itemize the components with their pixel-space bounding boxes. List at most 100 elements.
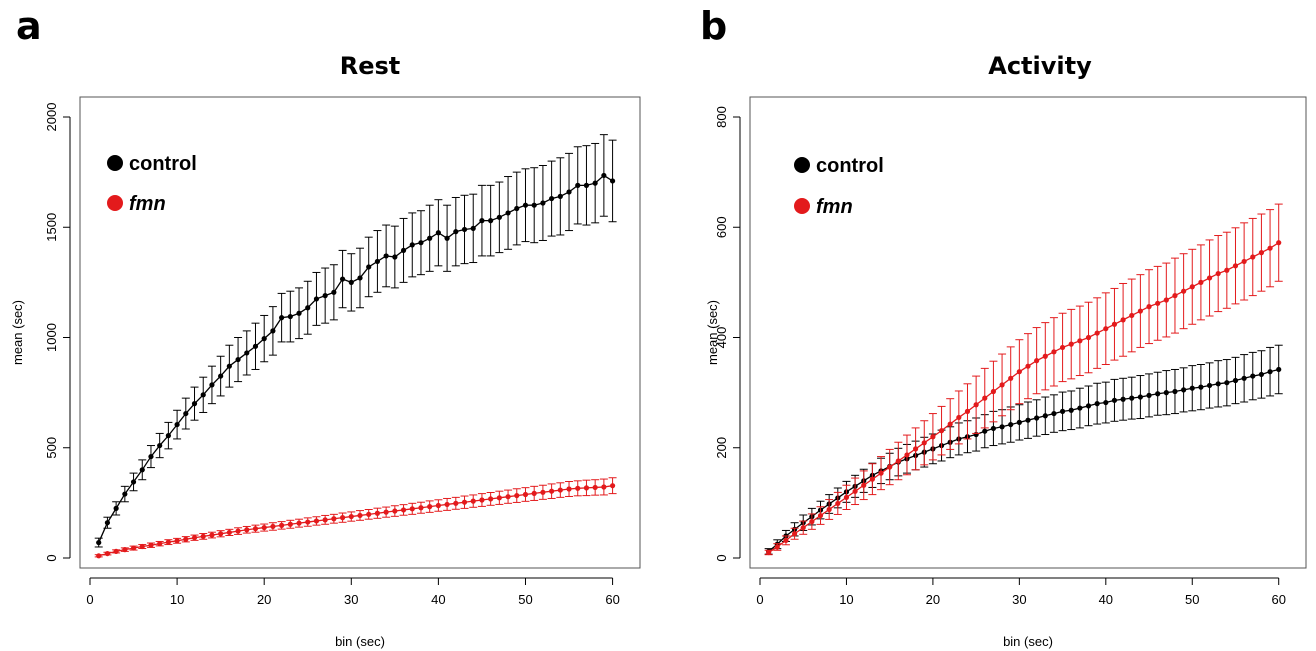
data-point (1215, 381, 1221, 387)
data-point (1155, 391, 1161, 397)
data-point (1077, 405, 1083, 411)
legend-label-control: control (816, 155, 884, 177)
plot-frame (749, 96, 1307, 569)
data-point (1146, 392, 1152, 398)
data-point (791, 531, 798, 537)
x-tick-label: 50 (518, 592, 532, 607)
data-point (244, 527, 250, 533)
y-tick-label: 0 (714, 554, 729, 561)
x-tick-label: 60 (1271, 592, 1285, 607)
data-point (496, 495, 502, 501)
data-point (366, 264, 372, 270)
data-point (305, 305, 311, 311)
data-point (947, 421, 953, 427)
data-point (252, 526, 259, 532)
data-point (409, 506, 415, 512)
legend-marker-fmn (107, 195, 123, 211)
data-point (339, 515, 346, 521)
data-point (843, 494, 850, 500)
data-point (488, 218, 494, 224)
data-point (279, 522, 285, 528)
data-point (244, 350, 250, 356)
panel-letter-b: b (700, 4, 728, 48)
data-point (226, 529, 232, 536)
data-point (470, 498, 476, 504)
data-point (113, 505, 119, 511)
data-point (191, 401, 198, 407)
x-tick-label: 60 (605, 592, 619, 607)
data-point (1250, 254, 1256, 260)
data-point (1025, 417, 1031, 423)
data-point (104, 520, 111, 526)
data-point (1146, 304, 1152, 310)
data-point (331, 289, 337, 295)
data-point (1103, 326, 1109, 332)
data-point (1258, 250, 1265, 256)
y-tick-label: 200 (714, 437, 729, 459)
data-point (1224, 380, 1230, 386)
data-point (921, 440, 927, 446)
data-point (348, 279, 354, 285)
legend-marker-control (107, 155, 123, 171)
data-point (540, 200, 546, 206)
x-tick-label: 40 (431, 592, 445, 607)
data-point (1258, 371, 1265, 378)
data-point (383, 509, 389, 515)
data-point (296, 520, 302, 526)
data-point (1068, 341, 1074, 347)
data-point (1137, 308, 1143, 314)
data-point (96, 553, 102, 559)
data-point (191, 535, 198, 541)
data-point (1042, 413, 1048, 419)
legend-label-fmn: fmn (816, 196, 853, 218)
x-tick-label: 20 (257, 592, 271, 607)
data-point (157, 541, 163, 547)
data-point (1016, 419, 1022, 425)
legend: control fmn (794, 155, 884, 218)
data-point (488, 496, 494, 502)
data-point (383, 253, 389, 259)
data-point (817, 512, 824, 519)
data-point (270, 523, 276, 530)
plot-frame (79, 96, 641, 569)
data-point (374, 258, 381, 265)
data-point (1085, 334, 1092, 341)
data-point (566, 486, 572, 492)
data-point (130, 545, 137, 551)
data-point (964, 408, 971, 414)
data-point (1103, 399, 1109, 406)
data-point (1094, 401, 1100, 407)
data-point (444, 235, 450, 241)
x-tick-label: 30 (344, 592, 358, 607)
data-point (869, 476, 875, 482)
data-point (174, 421, 180, 428)
data-point (252, 343, 259, 349)
chart-title-activity: Activity (988, 52, 1092, 80)
data-point (148, 542, 154, 548)
data-point (1276, 366, 1282, 373)
data-point (418, 240, 424, 246)
data-point (261, 524, 267, 531)
data-point (549, 488, 555, 494)
data-point (296, 310, 302, 316)
data-point (861, 482, 867, 488)
data-point (1016, 369, 1022, 375)
panel-letter-a: a (16, 4, 42, 48)
legend-marker-control (794, 157, 810, 173)
data-point (514, 205, 520, 212)
data-point (592, 484, 598, 491)
data-point (400, 247, 407, 254)
data-point (1267, 245, 1273, 251)
data-point (287, 521, 293, 527)
data-point (1232, 377, 1239, 384)
x-axis-label: bin (sec) (1003, 634, 1053, 649)
data-point (479, 218, 485, 224)
y-tick-label: 2000 (44, 103, 59, 132)
y-tick-label: 600 (714, 216, 729, 238)
data-point (904, 452, 910, 458)
data-point (122, 491, 128, 497)
data-point (1137, 394, 1143, 400)
data-point (938, 428, 945, 434)
data-point (1042, 353, 1048, 359)
